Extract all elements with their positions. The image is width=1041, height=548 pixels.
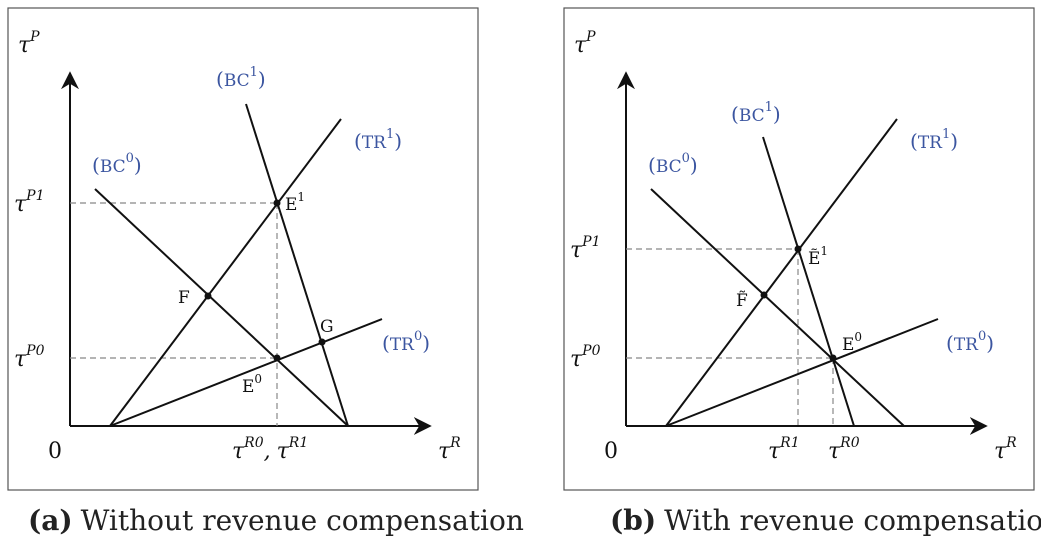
label-f: F: [178, 288, 190, 308]
y-axis-label: τP: [18, 29, 40, 58]
tr1-line: [109, 118, 342, 427]
origin-label: 0: [48, 439, 62, 464]
label-tr0: (TR0): [946, 329, 994, 355]
y-tick-p0: τP0: [570, 343, 601, 372]
tr0-line: [665, 318, 939, 427]
tr0-line: [109, 318, 383, 427]
y-tick-p0: τP0: [14, 343, 45, 372]
caption-a: (a) Without revenue compensation: [28, 504, 524, 537]
label-bc1: (BC1): [731, 100, 781, 126]
label-e0: E0: [242, 372, 262, 397]
label-e1: E1: [285, 190, 305, 215]
x-axis-label: τR: [438, 435, 461, 464]
bc0-line: [94, 188, 349, 427]
label-bc0: (BC0): [648, 151, 698, 177]
tr1-line: [665, 118, 898, 427]
point-g: [318, 338, 326, 346]
panel-a-frame: [7, 7, 479, 491]
point-e1: [273, 199, 281, 207]
point-f: [204, 292, 212, 300]
label-e1-tilde: Ẽ1: [808, 244, 828, 269]
x-tick-r0: τR0: [828, 435, 860, 464]
label-f-tilde: F̃: [736, 291, 748, 311]
bc0-line: [650, 188, 905, 427]
label-tr0: (TR0): [382, 329, 430, 355]
x-tick-r0-r1: τR0, τR1: [232, 435, 308, 464]
y-axis-label: τP: [574, 29, 596, 58]
bc1-line: [762, 136, 855, 427]
label-tr1: (TR1): [910, 127, 958, 153]
label-bc1: (BC1): [216, 65, 266, 91]
panel-a: τP τR 0 τP1 τP0 τR0, τR1 (BC0) (BC1) (TR1…: [7, 7, 479, 491]
caption-b: (b) With revenue compensation: [610, 504, 1041, 537]
point-e1-tilde: [794, 245, 802, 253]
bc1-line: [245, 103, 349, 427]
x-axis-label: τR: [994, 435, 1017, 464]
label-tr1: (TR1): [354, 127, 402, 153]
label-e0: E0: [842, 330, 862, 355]
label-bc0: (BC0): [92, 151, 142, 177]
y-tick-p1: τP1: [570, 234, 601, 263]
panel-b-frame: [563, 7, 1035, 491]
x-tick-r1: τR1: [768, 435, 800, 464]
label-g: G: [320, 317, 334, 337]
point-e0: [273, 354, 281, 362]
point-f-tilde: [760, 291, 768, 299]
y-tick-p1: τP1: [14, 188, 45, 217]
panel-b: τP τR 0 τP1 τP0 τR1 τR0 (BC0) (BC1) (TR1…: [563, 7, 1035, 491]
point-e0: [829, 354, 837, 362]
origin-label: 0: [604, 439, 618, 464]
